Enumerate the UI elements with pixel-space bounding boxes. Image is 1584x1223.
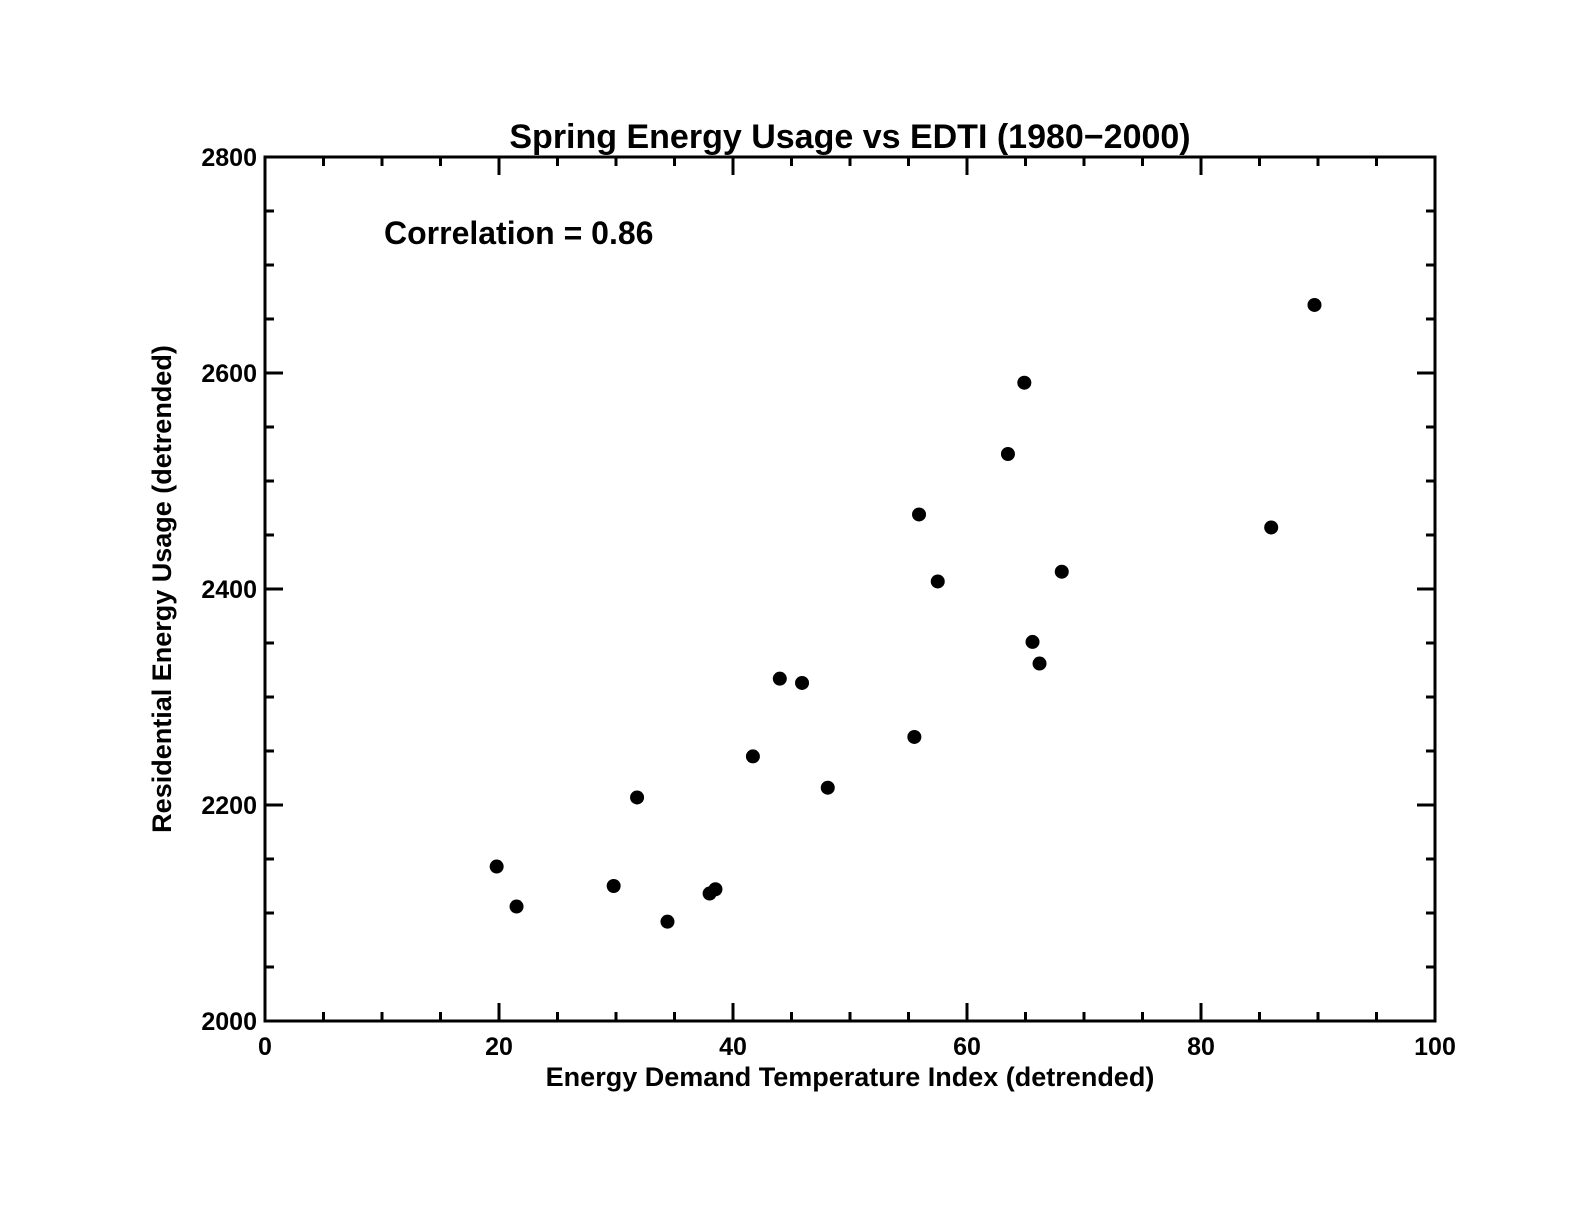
data-point [606, 879, 621, 893]
y-tick-label: 2800 [201, 144, 257, 172]
y-axis-label: Residential Energy Usage (detrended) [147, 345, 177, 833]
data-point [1054, 564, 1069, 579]
correlation-annotation: Correlation = 0.86 [384, 215, 653, 251]
data-point [1000, 447, 1015, 461]
data-point [1025, 634, 1040, 649]
data-point [930, 574, 945, 589]
x-tick-label: 60 [953, 1033, 981, 1061]
x-tick-label: 100 [1414, 1033, 1456, 1061]
data-point [907, 729, 922, 744]
x-tick-label: 20 [485, 1033, 513, 1061]
data-point [660, 914, 675, 929]
data-point [912, 507, 927, 522]
chart-title: Spring Energy Usage vs EDTI (1980−2000) [509, 118, 1190, 156]
data-point [745, 749, 760, 764]
data-point [772, 671, 787, 686]
data-point [795, 675, 810, 690]
axis-ticks [263, 155, 1437, 1023]
data-point [489, 859, 504, 874]
x-tick-label: 0 [258, 1033, 272, 1061]
data-point [820, 780, 835, 795]
data-point [509, 899, 524, 914]
tick-labels: 0 20 40 60 80 100 2000 2200 2400 2600 2800 [201, 144, 1455, 1061]
data-point [1032, 656, 1047, 671]
data-points [489, 297, 1322, 929]
y-tick-label: 2600 [201, 360, 257, 388]
data-point [630, 790, 645, 805]
plot-frame [263, 155, 1437, 1023]
data-point [708, 882, 723, 897]
data-point [1017, 375, 1032, 390]
data-point [1307, 297, 1322, 312]
y-tick-label: 2000 [201, 1008, 257, 1036]
y-tick-label: 2400 [201, 576, 257, 604]
data-point [1264, 520, 1279, 535]
y-tick-label: 2200 [201, 792, 257, 820]
x-tick-label: 40 [719, 1033, 747, 1061]
x-axis-label: Energy Demand Temperature Index (detrend… [546, 1062, 1155, 1092]
x-tick-label: 80 [1187, 1033, 1215, 1061]
